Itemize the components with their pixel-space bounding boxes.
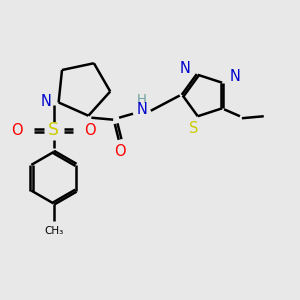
Text: O: O bbox=[85, 123, 96, 138]
Text: O: O bbox=[114, 144, 126, 159]
Text: CH₃: CH₃ bbox=[44, 226, 63, 236]
Text: H: H bbox=[137, 93, 147, 106]
Text: S: S bbox=[48, 121, 59, 139]
Text: N: N bbox=[40, 94, 51, 109]
Text: S: S bbox=[189, 121, 199, 136]
Text: O: O bbox=[11, 123, 23, 138]
Text: N: N bbox=[179, 61, 190, 76]
Text: N: N bbox=[230, 69, 240, 84]
Text: N: N bbox=[136, 102, 147, 117]
